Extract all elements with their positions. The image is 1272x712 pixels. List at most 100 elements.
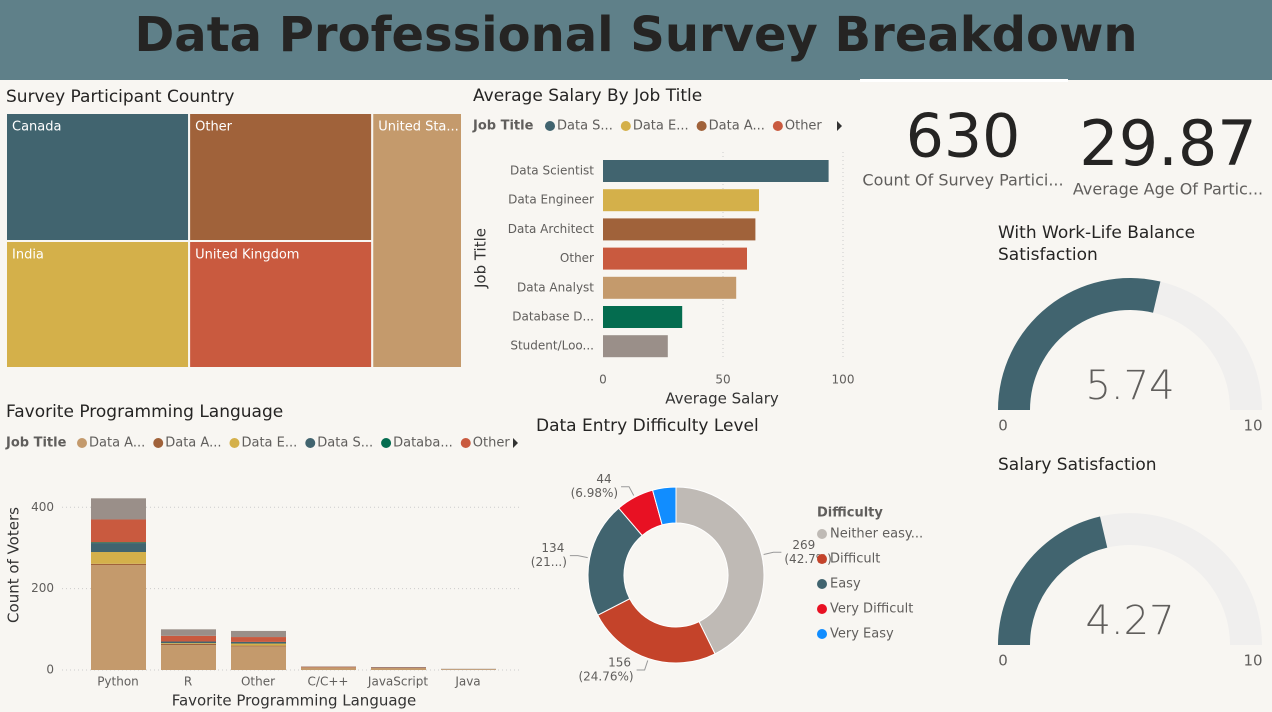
- leader-line: [621, 486, 635, 496]
- chart-title: Salary Satisfaction: [998, 455, 1157, 475]
- legend-label: Difficult: [830, 552, 880, 567]
- bar-segment: [91, 519, 146, 543]
- bar-segment: [301, 667, 356, 670]
- gauge-max: 10: [1243, 417, 1262, 435]
- treemap-tile: [5, 240, 191, 369]
- treemap-tile: [371, 112, 463, 369]
- legend-dot: [772, 121, 783, 131]
- donut-slice: [597, 598, 716, 664]
- gauge-min: 0: [998, 652, 1008, 670]
- gauge-fill: [998, 516, 1108, 645]
- legend-label: Data E...: [241, 436, 297, 451]
- y-tick-label: Data Analyst: [517, 280, 594, 294]
- legend-label: Data S...: [557, 119, 613, 134]
- tile-label: India: [12, 248, 44, 263]
- bar-segment: [91, 542, 146, 544]
- tile-label: United Sta...: [378, 120, 459, 135]
- card-label: Average Age Of Partic...: [1073, 180, 1263, 199]
- gauge-value: 5.74: [1085, 363, 1174, 409]
- x-tick-label: 50: [715, 373, 730, 387]
- legend-dot: [305, 438, 316, 448]
- data-label: (24.76%): [578, 669, 633, 683]
- bar: [603, 335, 668, 358]
- y-tick-label: Data Architect: [508, 222, 595, 236]
- y-axis-label: Job Title: [472, 228, 490, 289]
- x-tick-label: C/C++: [308, 675, 349, 689]
- card-label: Count Of Survey Partici...: [862, 171, 1063, 190]
- legend-arrow: [513, 438, 518, 448]
- legend-dot: [381, 438, 392, 448]
- bar-segment: [91, 498, 146, 520]
- legend-dot: [696, 121, 707, 131]
- x-tick-label: R: [184, 675, 192, 689]
- legend-dot: [817, 529, 827, 539]
- x-tick-label: JavaScript: [367, 675, 428, 689]
- gauge-value: 4.27: [1085, 598, 1174, 644]
- bar-segment: [91, 563, 146, 566]
- chart-title: Survey Participant Country: [6, 87, 234, 107]
- y-tick-label: 200: [31, 581, 54, 595]
- bar-segment: [161, 635, 216, 642]
- bar-segment: [91, 543, 146, 553]
- legend-label: Data A...: [89, 436, 145, 451]
- y-tick-label: 400: [31, 500, 54, 514]
- x-axis-label: Favorite Programming Language: [172, 692, 417, 710]
- x-tick-label: Java: [454, 675, 480, 689]
- y-tick-label: Data Engineer: [508, 193, 594, 207]
- bar-segment: [441, 669, 496, 670]
- bar-segment: [231, 637, 286, 642]
- donut-slice: [675, 486, 765, 655]
- bar-segment: [231, 630, 286, 638]
- legend-dot: [545, 121, 555, 131]
- legend-title: Difficulty: [817, 506, 883, 521]
- y-tick-label: Other: [560, 251, 594, 265]
- legend-label: Neither easy...: [830, 527, 923, 542]
- legend-dot: [77, 438, 87, 448]
- tile-label: United Kingdom: [195, 248, 299, 263]
- card-value: 29.87: [1079, 107, 1257, 180]
- x-tick-label: 100: [832, 373, 855, 387]
- bar-segment: [371, 667, 426, 670]
- x-tick-label: Python: [97, 675, 139, 689]
- legend-label: Data S...: [317, 436, 373, 451]
- bar-segment: [231, 643, 286, 646]
- data-label: 269: [792, 538, 815, 552]
- bar-segment: [231, 641, 286, 644]
- bar-segment: [91, 565, 146, 670]
- legend-label: Data A...: [709, 119, 765, 134]
- bar-segment: [231, 646, 286, 670]
- bar-segment: [161, 629, 216, 636]
- gauge-max: 10: [1243, 652, 1262, 670]
- page-title: Data Professional Survey Breakdown: [134, 7, 1137, 63]
- y-tick-label: Student/Loo...: [510, 339, 594, 353]
- legend-label: Other: [785, 119, 823, 134]
- y-axis-label: Count of Voters: [5, 507, 23, 623]
- chart-title: Average Salary By Job Title: [473, 86, 702, 106]
- legend-label: Very Easy: [830, 627, 894, 642]
- bar-segment: [161, 641, 216, 644]
- bar: [603, 276, 737, 299]
- treemap-tile: [188, 112, 374, 243]
- legend-title: Job Title: [5, 436, 67, 451]
- data-label: 44: [596, 472, 611, 486]
- legend-dot: [817, 629, 827, 639]
- legend-dot: [817, 554, 827, 564]
- x-tick-label: 0: [599, 373, 607, 387]
- legend-label: Other: [473, 436, 511, 451]
- bar: [603, 160, 829, 182]
- bar-segment: [161, 643, 216, 646]
- header-underline: [860, 79, 1068, 82]
- header-bar: [0, 0, 1272, 80]
- bar: [603, 189, 759, 212]
- legend-arrow: [837, 121, 842, 131]
- donut-slice: [651, 486, 677, 526]
- data-label: 134: [541, 541, 564, 555]
- legend-label: Data E...: [633, 119, 689, 134]
- legend-dot: [620, 121, 631, 131]
- bar: [603, 247, 747, 270]
- legend-dot: [229, 438, 240, 448]
- legend-dot: [817, 579, 827, 589]
- legend-label: Databa...: [393, 436, 453, 451]
